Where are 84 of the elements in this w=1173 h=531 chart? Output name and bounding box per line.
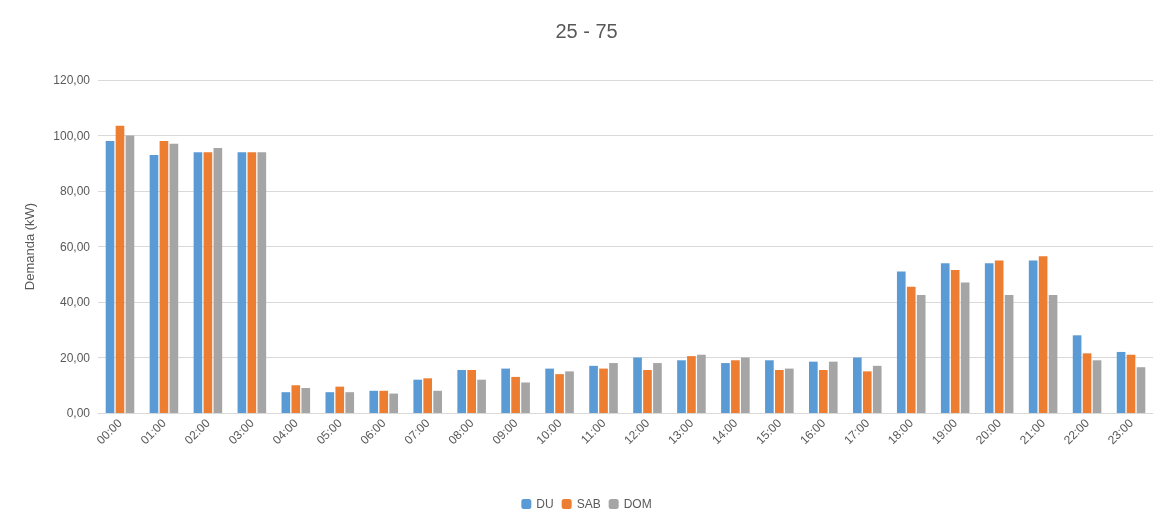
bar (994, 260, 1004, 413)
bar (960, 282, 970, 413)
bar (984, 263, 994, 413)
bar (511, 376, 520, 413)
bar (1028, 260, 1038, 413)
bar (457, 369, 467, 413)
bar (687, 356, 696, 413)
y-tick-label: 60,00 (59, 239, 91, 254)
bar (906, 286, 916, 413)
bar (741, 357, 750, 413)
bar (1004, 295, 1014, 413)
legend-label: DOM (623, 497, 652, 511)
bar (115, 125, 125, 413)
bar (281, 392, 291, 413)
bar (521, 382, 530, 413)
legend-label: DU (536, 497, 554, 511)
bar (335, 386, 345, 413)
bar (555, 374, 564, 413)
bar (677, 360, 686, 413)
bar (423, 378, 433, 413)
bar (775, 369, 784, 413)
bar (257, 152, 267, 413)
bar (609, 363, 618, 413)
bar (633, 357, 642, 413)
bar (345, 392, 355, 413)
bar (413, 379, 423, 413)
bar (105, 141, 115, 413)
bar (784, 368, 794, 413)
bar (852, 357, 862, 413)
bar (203, 152, 213, 413)
y-tick-label: 120,00 (53, 73, 91, 87)
bar (477, 379, 486, 413)
legend-label: SAB (576, 497, 601, 511)
bar (950, 270, 960, 413)
bar (1116, 351, 1126, 413)
bar (213, 147, 223, 413)
bar (125, 135, 135, 413)
y-tick-label: 80,00 (59, 184, 91, 198)
bar (599, 368, 608, 413)
bar (159, 141, 169, 413)
bar (545, 368, 554, 413)
bar (731, 360, 740, 413)
bar (237, 152, 247, 413)
bar (1048, 295, 1058, 413)
bar (862, 371, 872, 413)
bar (291, 385, 301, 413)
y-tick-label: 40,00 (59, 295, 91, 309)
bar (643, 369, 652, 413)
y-axis-title: Demanda (kW) (22, 202, 37, 291)
bar (765, 360, 774, 413)
bar (193, 152, 203, 413)
bar (301, 388, 311, 413)
bar (1038, 256, 1048, 413)
bar (247, 152, 257, 413)
bar (872, 365, 882, 413)
bar (1126, 354, 1136, 413)
bar (433, 390, 442, 413)
bar (169, 143, 179, 413)
bar (1136, 367, 1146, 413)
bar (467, 369, 476, 413)
bar (896, 271, 906, 413)
bar (1092, 360, 1102, 413)
bar (501, 368, 510, 413)
chart-title: 25 - 75 (555, 20, 618, 42)
bar (325, 392, 335, 413)
bar (916, 295, 926, 413)
bar (653, 363, 662, 413)
bar (589, 365, 598, 413)
bar (149, 154, 159, 413)
bar (809, 361, 818, 413)
bar (721, 363, 730, 413)
bar (369, 390, 379, 413)
bar (940, 263, 950, 413)
y-tick-label: 0,00 (66, 406, 91, 420)
y-tick-label: 20,00 (59, 350, 91, 365)
bar (697, 354, 706, 413)
bar (565, 371, 574, 413)
bar (389, 393, 399, 413)
bar (1082, 353, 1092, 413)
bar (828, 361, 838, 413)
bar (379, 390, 389, 413)
bar (818, 369, 828, 413)
bar (1072, 335, 1082, 413)
y-tick-label: 100,00 (53, 128, 91, 143)
